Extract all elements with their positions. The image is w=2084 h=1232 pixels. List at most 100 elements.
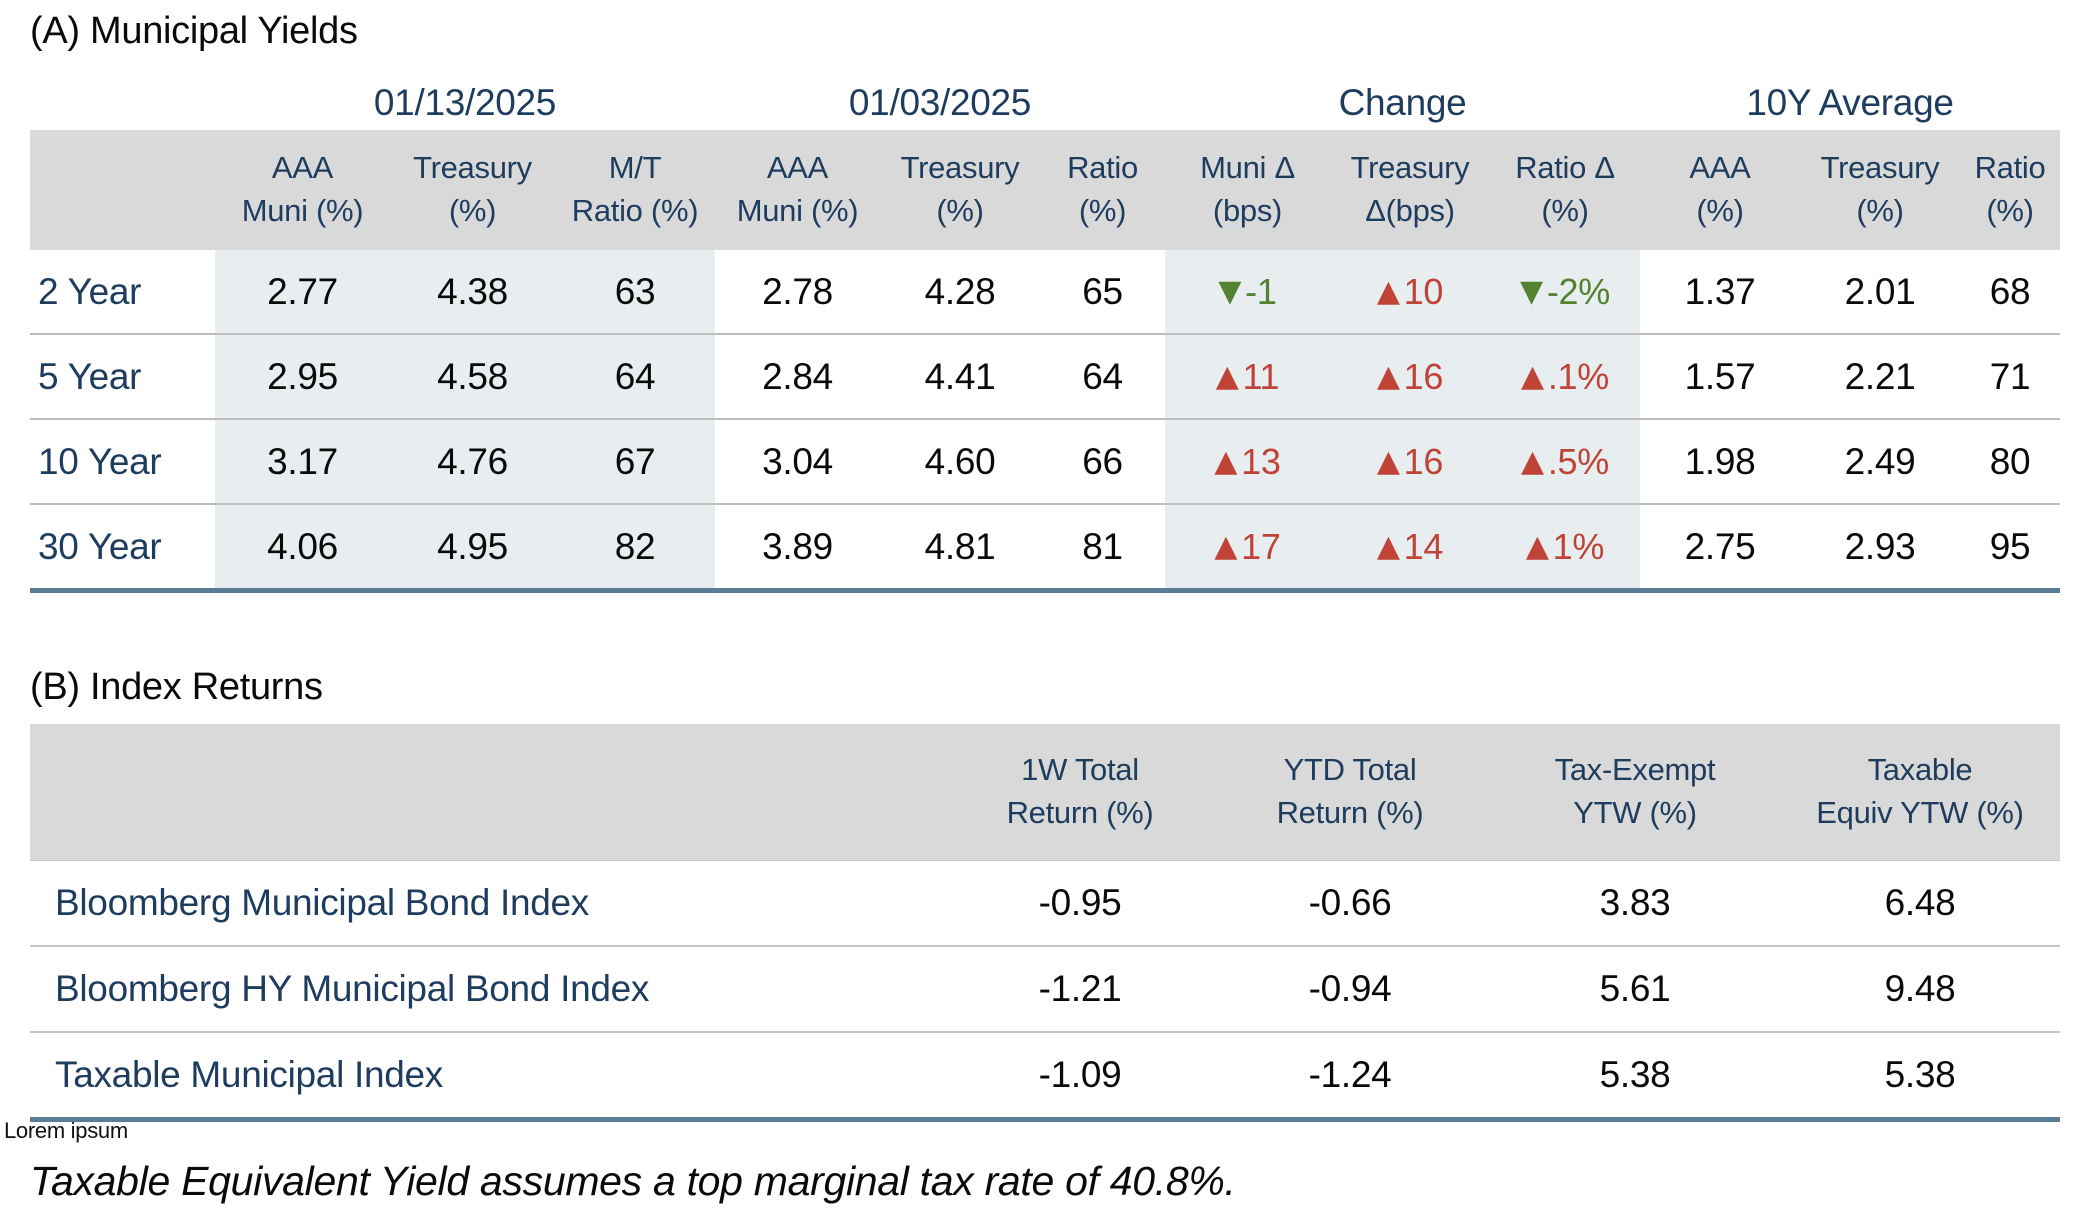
header-line2: (bps) bbox=[1212, 193, 1283, 228]
delta-value: -2% bbox=[1546, 270, 1610, 312]
change-cell: ▼ -2% bbox=[1490, 250, 1640, 333]
value-cell: -0.66 bbox=[1308, 882, 1392, 923]
value-cell: 64 bbox=[555, 335, 715, 418]
header-line2: Ratio (%) bbox=[571, 193, 699, 228]
value-cell: -1.09 bbox=[1038, 1054, 1122, 1095]
value-cell: 3.83 bbox=[1599, 882, 1671, 923]
header-line1: Ratio bbox=[1067, 150, 1138, 186]
change-cell: ▲ 10 bbox=[1330, 250, 1490, 333]
change-cell: ▲ 11 bbox=[1165, 335, 1330, 418]
change-cell: ▲ 13 bbox=[1165, 420, 1330, 503]
table-row-30-year: 30 Year 4.06 4.95 82 3.89 4.81 81 ▲ 17 ▲ 1… bbox=[30, 503, 2060, 588]
value-cell: 4.60 bbox=[924, 440, 996, 482]
header-line2: Return (%) bbox=[1006, 795, 1154, 830]
header-line1: Tax-Exempt bbox=[1554, 752, 1716, 788]
delta: ▲ 1% bbox=[1525, 525, 1605, 568]
value-cell: 9.48 bbox=[1884, 968, 1956, 1009]
value-cell: 68 bbox=[1989, 270, 2031, 312]
col-header-1w-total-return: 1W Total Return (%) bbox=[950, 724, 1210, 860]
delta-value: .5% bbox=[1547, 440, 1609, 482]
header-line1: Treasury bbox=[1820, 150, 1940, 186]
col-header-tax-exempt-ytw: Tax-Exempt YTW (%) bbox=[1490, 724, 1780, 860]
col-header-ytd-total-return: YTD Total Return (%) bbox=[1210, 724, 1490, 860]
delta: ▲ 10 bbox=[1376, 271, 1444, 313]
value-cell: 4.95 bbox=[390, 505, 555, 588]
section-b-title: (B) Index Returns bbox=[30, 666, 323, 708]
header-line1: AAA bbox=[271, 150, 334, 186]
triangle-up-icon: ▲ bbox=[1214, 444, 1238, 479]
value-cell: 2.93 bbox=[1844, 525, 1916, 567]
table-row-bloomberg-municipal-bond-index: Bloomberg Municipal Bond Index -0.95 -0.… bbox=[30, 861, 2060, 945]
value-cell: 4.28 bbox=[924, 270, 996, 312]
delta: ▲ 14 bbox=[1377, 525, 1444, 568]
triangle-up-icon: ▲ bbox=[1214, 529, 1238, 564]
header-line2: YTW (%) bbox=[1573, 795, 1697, 830]
value-cell: 3.17 bbox=[215, 420, 390, 503]
row-label: 5 Year bbox=[38, 355, 142, 397]
delta-value: 17 bbox=[1241, 525, 1281, 567]
header-line1: M/T bbox=[608, 150, 662, 186]
triangle-up-icon: ▲ bbox=[1376, 359, 1400, 394]
delta-value: 11 bbox=[1242, 355, 1280, 397]
header-line1: AAA bbox=[1689, 150, 1751, 186]
col-header-g2-aaa-muni: AAA Muni (%) bbox=[715, 130, 880, 250]
value-cell: 3.04 bbox=[762, 440, 833, 482]
col-header-treasury-delta: Treasury Δ(bps) bbox=[1330, 130, 1490, 250]
value-cell: 2.21 bbox=[1844, 355, 1916, 397]
table-row-2-year: 2 Year 2.77 4.38 63 2.78 4.28 65 ▼ -1 ▲ 10… bbox=[30, 250, 2060, 333]
triangle-up-icon: ▲ bbox=[1525, 529, 1549, 564]
change-cell: ▲ 1% bbox=[1490, 505, 1640, 588]
triangle-up-icon: ▲ bbox=[1376, 274, 1400, 309]
header-line1: Treasury bbox=[900, 150, 1020, 186]
header-line1: AAA bbox=[766, 150, 829, 186]
delta-value: 1% bbox=[1552, 525, 1605, 567]
index-label: Bloomberg HY Municipal Bond Index bbox=[55, 968, 650, 1009]
section-a-title: (A) Municipal Yields bbox=[30, 10, 358, 52]
triangle-up-icon: ▲ bbox=[1521, 359, 1544, 394]
change-cell: ▼ -1 bbox=[1165, 250, 1330, 333]
value-cell: -0.94 bbox=[1308, 968, 1392, 1009]
triangle-up-icon: ▲ bbox=[1215, 359, 1239, 394]
header-line2: (%) bbox=[1696, 193, 1744, 228]
row-label: 2 Year bbox=[38, 270, 142, 312]
value-cell: 82 bbox=[555, 505, 715, 588]
col-header-ratio-delta: Ratio Δ (%) bbox=[1490, 130, 1640, 250]
header-line2: Δ(bps) bbox=[1365, 193, 1455, 228]
header-line2: Muni (%) bbox=[241, 193, 364, 228]
group-label-10y-average: 10Y Average bbox=[1746, 82, 1954, 123]
value-cell: 5.61 bbox=[1599, 968, 1671, 1009]
change-cell: ▲ 14 bbox=[1330, 505, 1490, 588]
value-cell: 64 bbox=[1082, 355, 1123, 397]
value-cell: 4.38 bbox=[390, 250, 555, 333]
delta-value: 14 bbox=[1403, 525, 1444, 567]
value-cell: 2.78 bbox=[762, 270, 833, 312]
col-header-avg-aaa: AAA (%) bbox=[1640, 130, 1800, 250]
change-cell: ▲ 16 bbox=[1330, 420, 1490, 503]
value-cell: 65 bbox=[1082, 270, 1123, 312]
value-cell: 4.58 bbox=[390, 335, 555, 418]
value-cell: 81 bbox=[1082, 525, 1123, 567]
header-line2: (%) bbox=[1078, 193, 1127, 228]
col-header-g1-treasury: Treasury (%) bbox=[390, 130, 555, 250]
value-cell: 2.84 bbox=[762, 355, 833, 397]
value-cell: 5.38 bbox=[1884, 1054, 1956, 1095]
triangle-up-icon: ▲ bbox=[1521, 444, 1544, 479]
value-cell: 63 bbox=[555, 250, 715, 333]
triangle-down-icon: ▼ bbox=[1218, 274, 1242, 309]
value-cell: 1.98 bbox=[1684, 440, 1756, 482]
value-cell: 4.76 bbox=[390, 420, 555, 503]
value-cell: 66 bbox=[1082, 440, 1123, 482]
watermark-text: Lorem ipsum bbox=[4, 1118, 128, 1143]
table-a-header-row: AAA Muni (%) Treasury (%) M/T Ratio (%) AAA… bbox=[30, 130, 2060, 250]
table-row-taxable-municipal-index: Taxable Municipal Index -1.09 -1.24 5.38… bbox=[30, 1031, 2060, 1117]
row-label: 30 Year bbox=[38, 525, 162, 567]
table-row-10-year: 10 Year 3.17 4.76 67 3.04 4.60 66 ▲ 13 ▲ 1… bbox=[30, 418, 2060, 503]
header-line2: (%) bbox=[448, 193, 497, 228]
value-cell: 2.95 bbox=[215, 335, 390, 418]
header-line2: (%) bbox=[936, 193, 984, 228]
value-cell: 67 bbox=[555, 420, 715, 503]
delta: ▲ 13 bbox=[1214, 441, 1281, 483]
group-label-current-date: 01/13/2025 bbox=[373, 82, 557, 123]
header-line1: Muni Δ bbox=[1200, 150, 1295, 186]
